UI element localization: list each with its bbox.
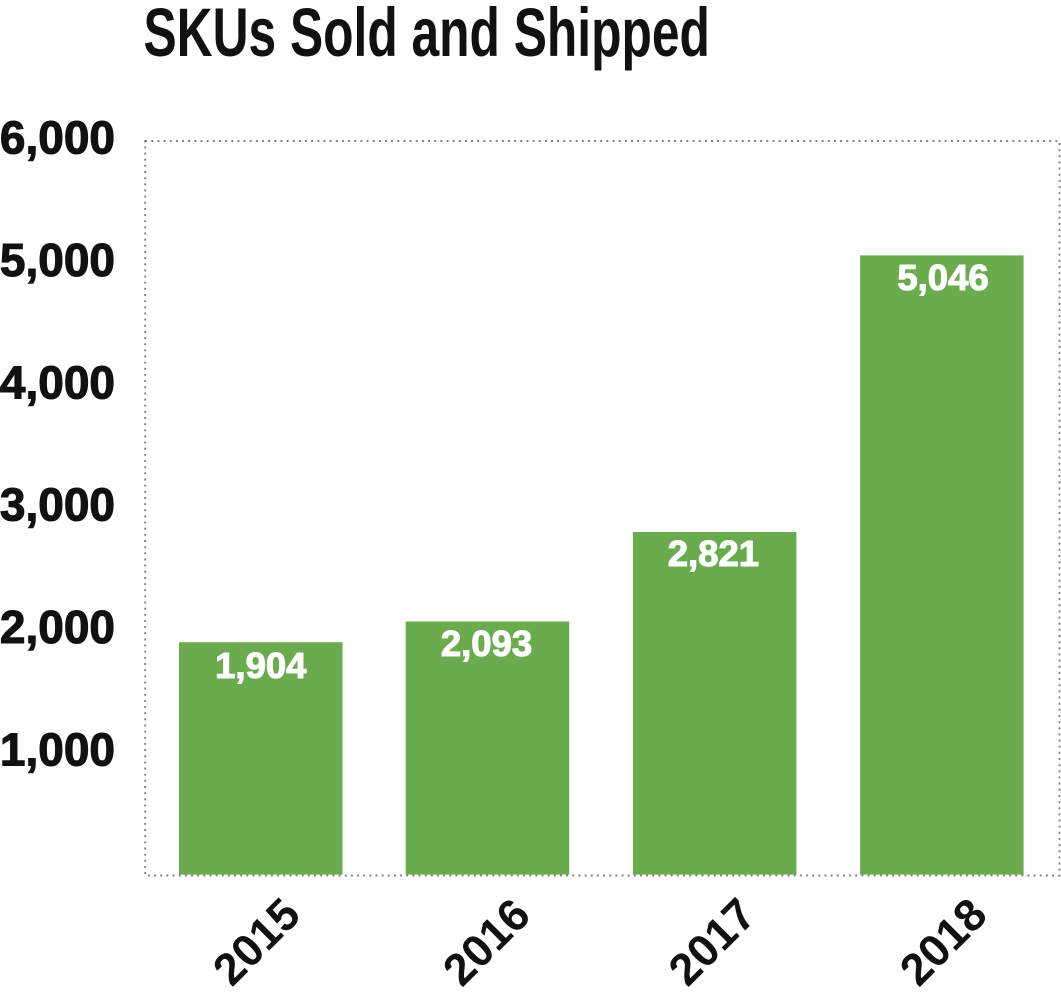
svg-text:2,821: 2,821 bbox=[668, 533, 759, 574]
svg-text:6,000: 6,000 bbox=[0, 112, 115, 164]
svg-text:1,000: 1,000 bbox=[0, 724, 115, 776]
svg-text:5,046: 5,046 bbox=[897, 257, 988, 298]
svg-text:4,000: 4,000 bbox=[0, 356, 115, 408]
svg-text:2,000: 2,000 bbox=[0, 601, 115, 653]
svg-text:5,000: 5,000 bbox=[0, 234, 115, 286]
svg-text:SKUs Sold and Shipped: SKUs Sold and Shipped bbox=[144, 0, 710, 71]
svg-text:2,093: 2,093 bbox=[441, 623, 532, 664]
svg-text:3,000: 3,000 bbox=[0, 479, 115, 531]
svg-text:1,904: 1,904 bbox=[215, 645, 307, 686]
